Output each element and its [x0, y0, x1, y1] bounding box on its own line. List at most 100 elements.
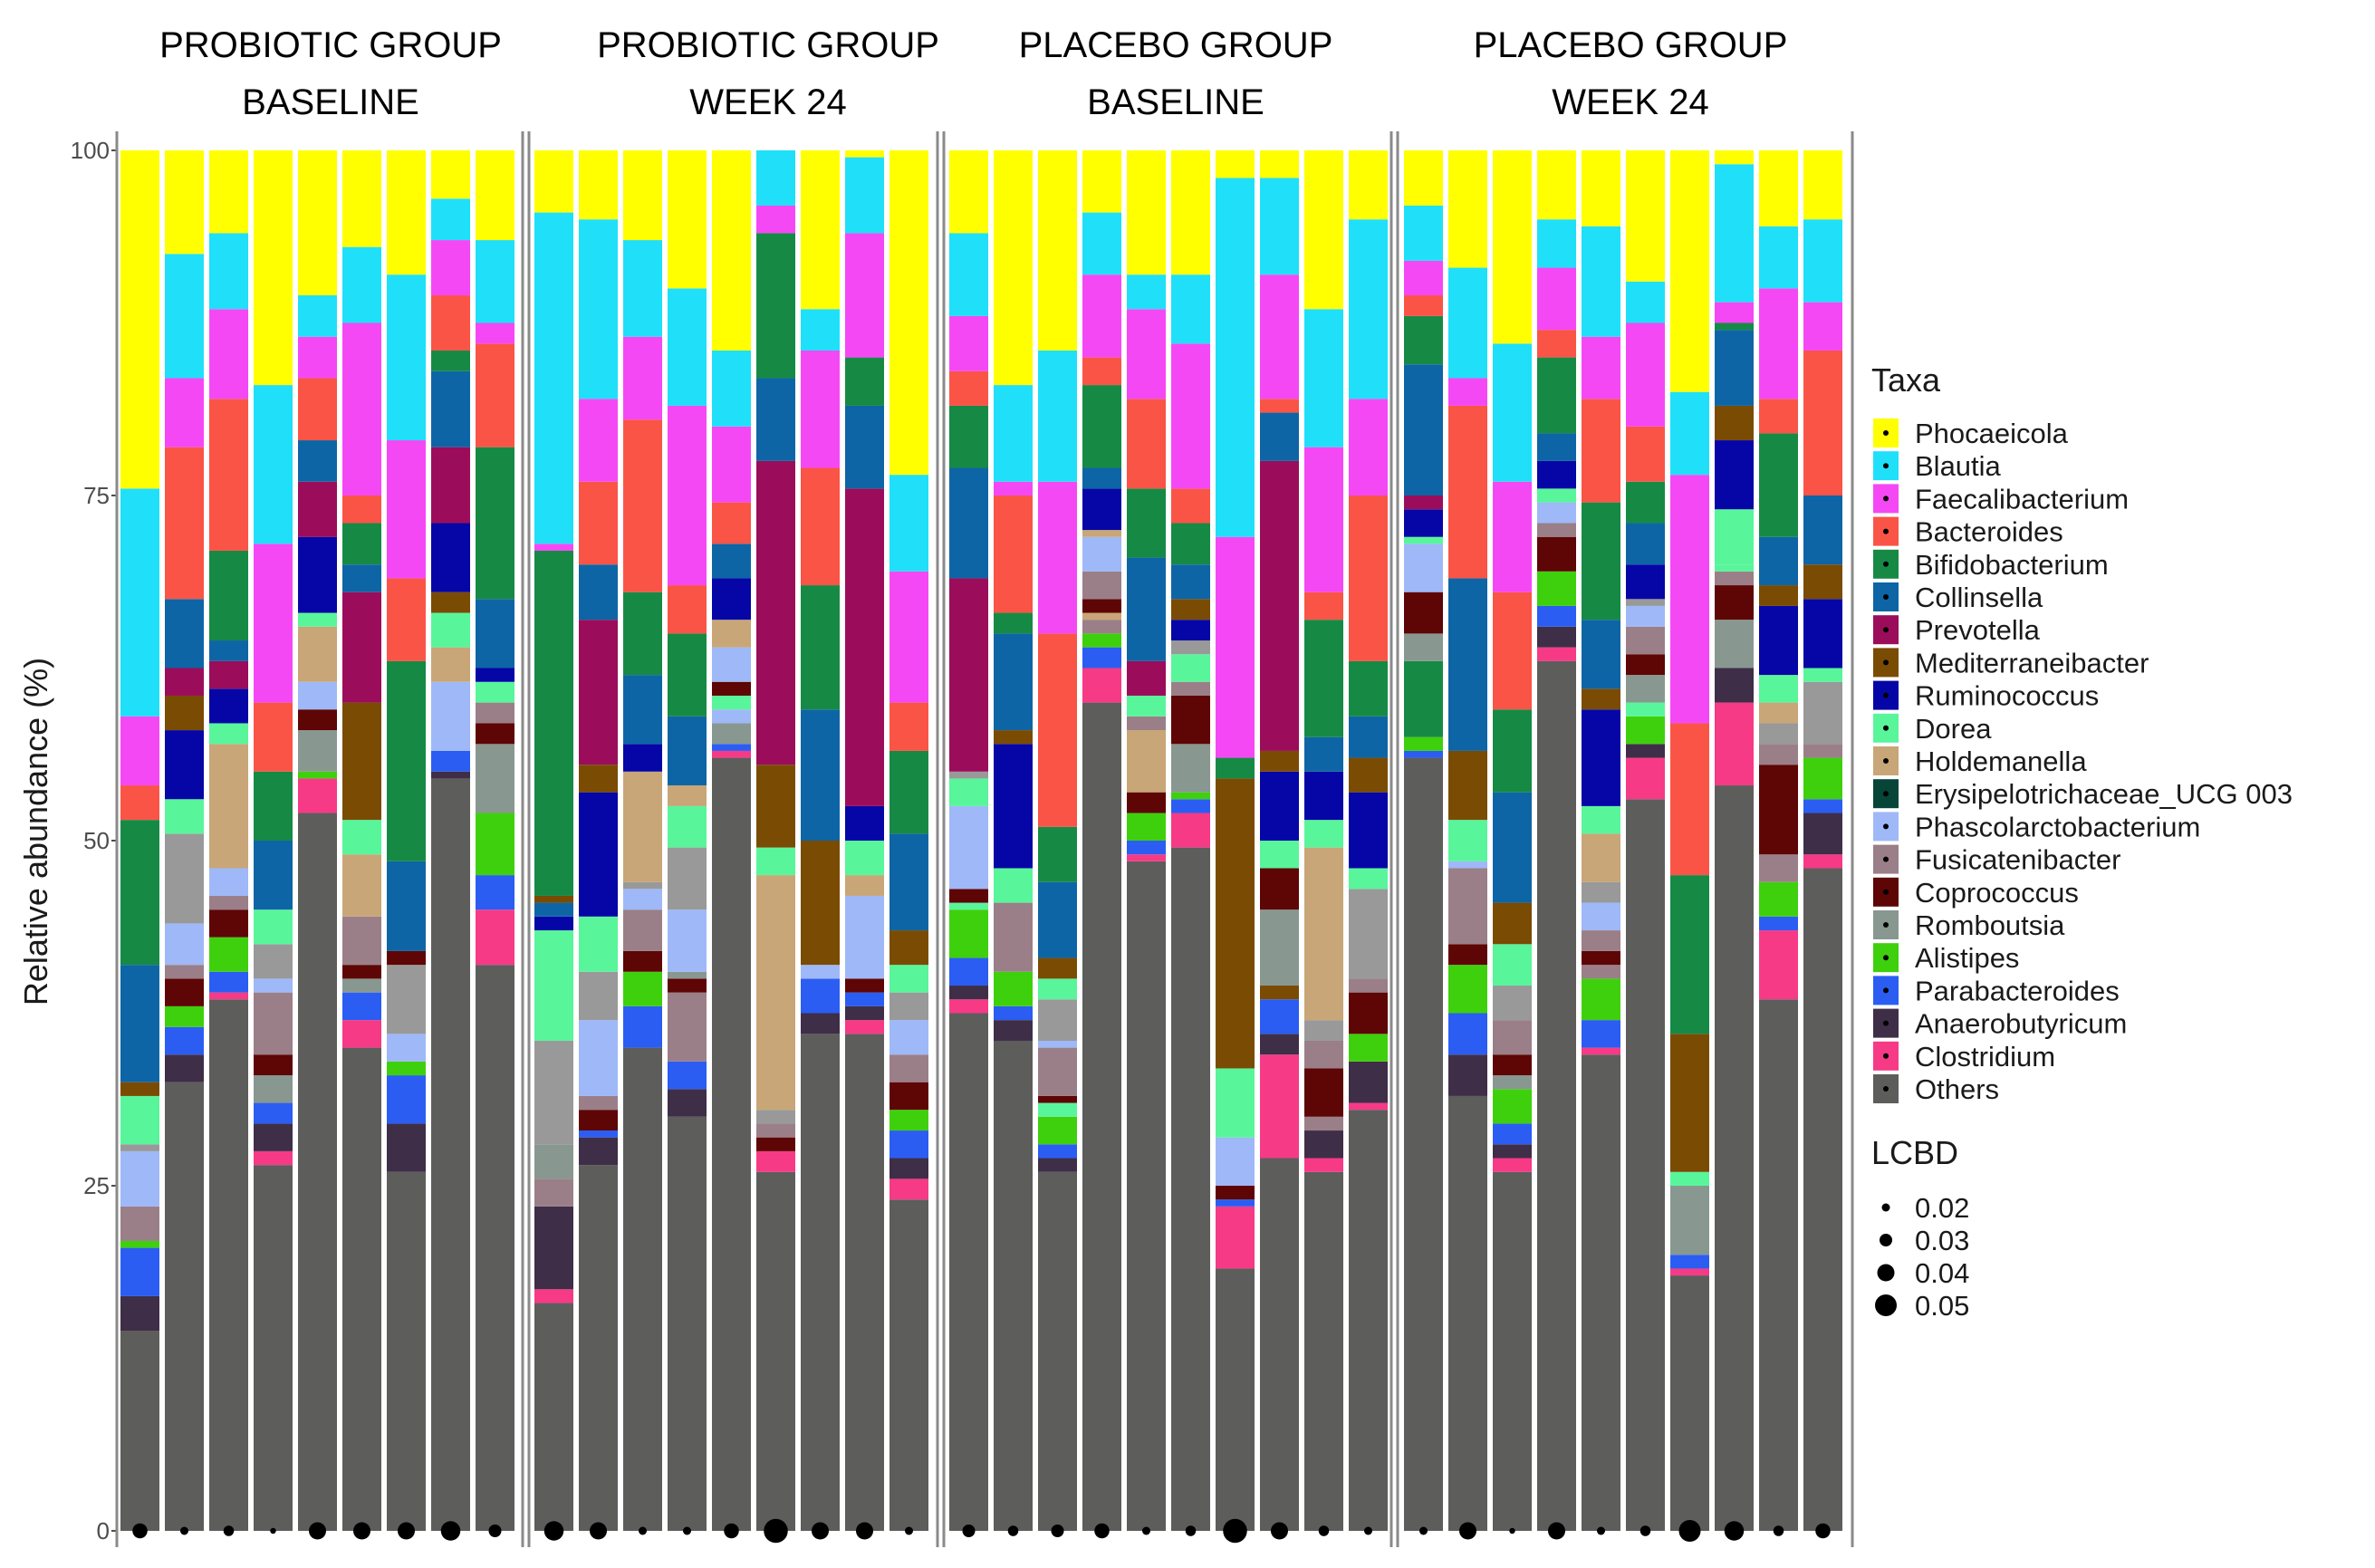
- bar-segment-anaerobutyricum: [387, 1123, 426, 1172]
- bar-segment-phocaeicola: [845, 150, 884, 158]
- lcbd-legend-label: 0.04: [1915, 1257, 1969, 1289]
- bar-segment-faecalibacterium: [534, 544, 573, 551]
- bar-segment-coprococcus: [1582, 950, 1620, 966]
- bar-segment-anaerobutyricum: [801, 1013, 840, 1034]
- bar-segment-coprococcus: [298, 709, 337, 731]
- bar-segment-clostridium: [1582, 1047, 1620, 1055]
- bar-segment-dorea: [1670, 1171, 1709, 1186]
- bar-segment-coprococcus: [165, 978, 204, 1006]
- bar-segment-fusicatenibacter: [1715, 571, 1754, 586]
- bar-segment-alistipes: [1127, 813, 1166, 841]
- bar-segment-erysipelotrichaceae-ucg-: [387, 965, 426, 1034]
- lcbd-dot: [856, 1522, 873, 1540]
- bar-segment-clostridium: [1127, 854, 1166, 861]
- bar-segment-alistipes: [209, 937, 248, 972]
- bar-segment-clostridium: [1537, 647, 1576, 661]
- bar-segment-dorea: [1715, 564, 1754, 572]
- bar-segment-others: [1038, 1171, 1077, 1531]
- bar-segment-blautia: [1582, 226, 1620, 337]
- bar-segment-collinsella: [712, 544, 751, 579]
- bar-segment-blautia: [165, 254, 204, 379]
- bar-segment-faecalibacterium: [120, 716, 159, 786]
- bar-segment-blautia: [1493, 343, 1532, 482]
- bar-segment-bacteroides: [1626, 426, 1665, 482]
- bar-segment-bifidobacterium: [1038, 826, 1077, 882]
- bar-segment-phocaeicola: [889, 150, 928, 476]
- bar-segment-bacteroides: [1404, 295, 1443, 316]
- bar-segment-others: [949, 1013, 988, 1531]
- sample-bar: [1759, 150, 1798, 1531]
- taxa-legend: Taxa PhocaeicolaBlautiaFaecalibacteriumB…: [1871, 361, 2293, 1105]
- bar-segment-mediterraneibacter: [1349, 757, 1388, 793]
- bar-segment-ruminococcus: [623, 744, 662, 772]
- bar-segment-ruminococcus: [165, 730, 204, 800]
- sample-bar: [949, 150, 988, 1531]
- bar-segment-clostridium: [1260, 1054, 1299, 1159]
- bar-segment-ruminococcus: [1626, 564, 1665, 600]
- lcbd-legend-label: 0.02: [1915, 1192, 1969, 1224]
- legend-swatch-dot: [1883, 659, 1889, 666]
- bar-segment-dorea: [1171, 654, 1210, 682]
- bar-segment-bacteroides: [801, 467, 840, 586]
- bar-segment-anaerobutyricum: [1349, 1061, 1388, 1103]
- bar-segment-ruminococcus: [1715, 440, 1754, 510]
- bar-segment-fusicatenibacter: [1082, 571, 1121, 600]
- bar-segment-blautia: [1670, 391, 1709, 476]
- panel-titles: PROBIOTIC GROUP BASELINE PROBIOTIC GROUP…: [159, 25, 1787, 122]
- bar-segment-bifidobacterium: [1127, 488, 1166, 558]
- bar-segment-bifidobacterium: [1582, 502, 1620, 620]
- bar-segment-collinsella: [476, 599, 514, 669]
- lcbd-dot: [1271, 1522, 1288, 1540]
- bar-segment-coprococcus: [254, 1054, 293, 1076]
- bar-segment-bifidobacterium: [1216, 757, 1255, 779]
- bar-segment-bacteroides: [1127, 399, 1166, 489]
- bar-segment-erysipelotrichaceae-ucg-: [1759, 723, 1798, 745]
- lcbd-dot: [639, 1526, 647, 1535]
- lcbd-dot: [1419, 1526, 1428, 1535]
- bar-segment-phascolarctobacterium: [1038, 1040, 1077, 1048]
- lcbd-legend-dot: [1877, 1264, 1895, 1282]
- bar-segment-fusicatenibacter: [254, 992, 293, 1055]
- bar-segment-blautia: [994, 385, 1033, 482]
- bar-segment-others: [1404, 757, 1443, 1531]
- bar-segment-fusicatenibacter: [623, 909, 662, 951]
- bar-segment-dorea: [845, 841, 884, 876]
- bar-segment-alistipes: [949, 909, 988, 958]
- legend-label: Parabacteroides: [1915, 975, 2120, 1006]
- bar-segment-faecalibacterium: [1803, 302, 1842, 351]
- bar-segment-collinsella: [1803, 495, 1842, 565]
- bar-segment-others: [298, 813, 337, 1531]
- bar-segment-fusicatenibacter: [1803, 744, 1842, 758]
- bar-segment-anaerobutyricum: [1304, 1130, 1343, 1159]
- bar-segment-phocaeicola: [120, 150, 159, 489]
- bar-segment-clostridium: [1715, 702, 1754, 786]
- bar-segment-erysipelotrichaceae-ucg-: [1349, 889, 1388, 979]
- sample-bar: [579, 150, 618, 1531]
- bar-segment-dorea: [298, 612, 337, 627]
- sample-bar: [209, 150, 248, 1531]
- bar-segment-holdemanella: [756, 875, 795, 1111]
- bar-segment-dorea: [1260, 841, 1299, 869]
- bar-segment-collinsella: [534, 902, 573, 917]
- bar-segment-coprococcus: [342, 965, 381, 979]
- bar-segment-blautia: [1448, 267, 1487, 379]
- legend-swatch-dot: [1883, 889, 1889, 895]
- bar-segment-faecalibacterium: [1404, 260, 1443, 296]
- bar-segment-phocaeicola: [298, 150, 337, 296]
- bar-segment-collinsella: [120, 965, 159, 1082]
- lcbd-dot: [223, 1525, 235, 1536]
- bar-segment-dorea: [476, 681, 514, 703]
- bar-segment-ruminococcus: [534, 916, 573, 931]
- bar-segment-faecalibacterium: [209, 309, 248, 399]
- bar-segment-bifidobacterium: [1715, 322, 1754, 331]
- bar-segment-anaerobutyricum: [431, 771, 470, 779]
- bar-segment-blautia: [342, 246, 381, 323]
- lcbd-dot: [180, 1526, 188, 1535]
- sample-bar: [668, 150, 707, 1531]
- bar-segment-phocaeicola: [1582, 150, 1620, 226]
- bar-segment-ruminococcus: [1404, 509, 1443, 537]
- y-tick-label-50: 50: [83, 827, 110, 854]
- bar-segment-fusicatenibacter: [756, 1123, 795, 1138]
- bar-segment-dorea: [949, 778, 988, 806]
- bar-segment-blautia: [623, 240, 662, 337]
